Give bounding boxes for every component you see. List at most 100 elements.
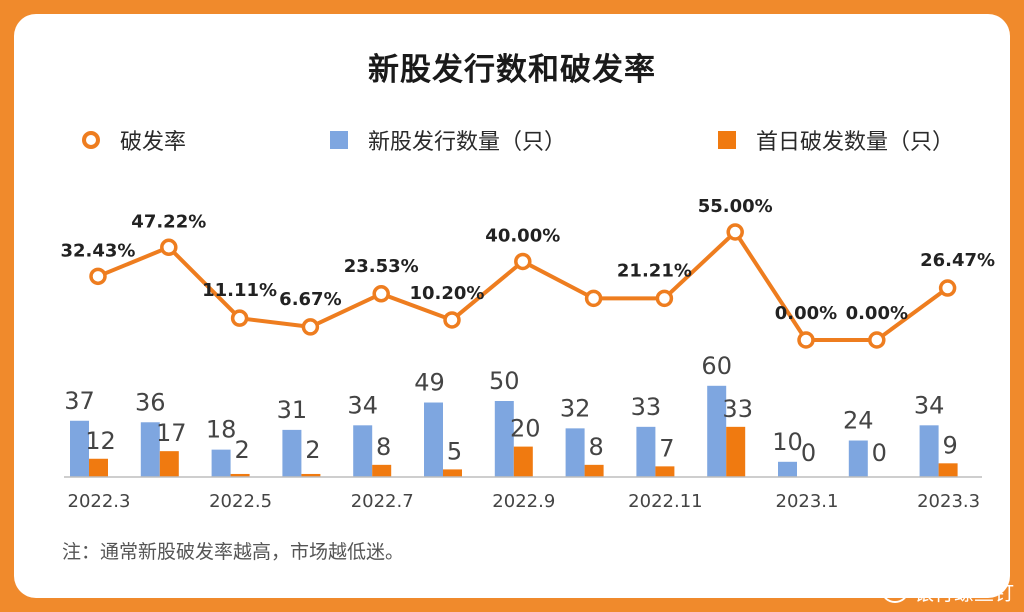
legend-label-rate: 破发率 — [120, 130, 187, 155]
rate-label: 0.00% — [775, 303, 837, 324]
legend-item-rate: 破发率 — [82, 124, 186, 156]
bar-broken — [655, 466, 675, 477]
bar-issued — [707, 385, 727, 477]
x-tick-label: 2022.5 — [209, 491, 272, 512]
x-tick-label: 2022.7 — [351, 491, 414, 512]
rate-point — [938, 279, 957, 297]
legend-label-broken: 首日破发数量（只） — [756, 130, 955, 155]
chart-card — [14, 14, 1010, 598]
bar-broken — [89, 458, 108, 477]
label-broken: 0 — [872, 439, 887, 467]
watermark-text: 银行螺丝钉 — [914, 581, 1014, 605]
rate-label: 32.43% — [61, 240, 136, 261]
x-tick-label: 2022.3 — [68, 491, 131, 512]
label-issued: 33 — [631, 393, 662, 421]
rate-point — [160, 238, 178, 257]
bar-broken — [584, 464, 604, 477]
rate-point — [584, 289, 603, 308]
label-issued: 34 — [914, 391, 945, 419]
label-broken: 17 — [156, 419, 187, 447]
label-issued: 50 — [489, 367, 520, 395]
label-broken: 9 — [942, 431, 957, 459]
bar-issued — [565, 428, 585, 477]
rate-label: 21.21% — [617, 260, 692, 281]
rate-point — [726, 223, 744, 241]
rate-label: 11.11% — [202, 280, 277, 301]
legend-item-issued: 新股发行数量（只） — [330, 124, 566, 156]
x-tick-label: 2023.1 — [776, 491, 839, 512]
bar-issued — [919, 425, 939, 477]
legend-item-broken: 首日破发数量（只） — [718, 124, 954, 156]
rate-point — [230, 309, 249, 327]
bar-issued — [70, 420, 89, 477]
bar-broken — [513, 446, 533, 477]
x-tick-label: 2022.9 — [492, 491, 555, 512]
bar-issued — [282, 429, 302, 477]
rate-label: 47.22% — [131, 211, 206, 232]
bar-broken — [938, 463, 958, 477]
label-broken: 0 — [801, 439, 816, 467]
bar-issued — [424, 402, 443, 477]
bar-issued — [211, 449, 231, 477]
label-issued: 10 — [772, 428, 803, 456]
label-issued: 18 — [206, 416, 237, 444]
label-broken: 20 — [510, 415, 541, 443]
bar-broken — [230, 473, 250, 477]
footnote: 注：通常新股破发率越高，市场越低迷。 — [62, 541, 405, 563]
legend-label-issued: 新股发行数量（只） — [368, 130, 567, 155]
rate-point — [868, 331, 886, 349]
label-issued: 31 — [277, 396, 308, 424]
label-issued: 60 — [701, 352, 732, 380]
rate-point — [514, 252, 532, 271]
label-broken: 8 — [588, 433, 603, 461]
rate-label: 6.67% — [279, 289, 341, 310]
rate-label: 23.53% — [344, 256, 419, 277]
label-issued: 24 — [843, 407, 874, 435]
label-broken: 8 — [376, 433, 391, 461]
bar-issued — [494, 401, 514, 477]
bar-issued — [778, 461, 797, 477]
rate-label: 0.00% — [846, 303, 908, 324]
label-broken: 5 — [447, 437, 462, 465]
label-broken: 7 — [659, 434, 674, 462]
rate-point — [797, 331, 815, 349]
rate-point — [89, 267, 107, 286]
rate-label: 55.00% — [698, 196, 773, 217]
title-wrap: 新股发行数和破发率 — [0, 44, 1024, 89]
bar-broken — [301, 473, 321, 477]
rate-point — [372, 285, 390, 303]
watermark: 银行螺丝钉 — [882, 577, 1014, 606]
rate-label: 26.47% — [920, 250, 995, 271]
label-issued: 36 — [135, 388, 166, 416]
bar-issued — [140, 422, 160, 477]
bar-broken — [443, 469, 462, 477]
bar-issued — [353, 425, 373, 477]
label-broken: 2 — [305, 436, 320, 464]
legend-marker-issued-icon — [330, 131, 348, 149]
legend-marker-broken-icon — [718, 131, 736, 149]
label-issued: 37 — [64, 387, 95, 415]
label-issued: 34 — [347, 391, 378, 419]
rate-point — [443, 311, 461, 329]
weibo-icon — [882, 580, 908, 603]
rate-point — [301, 318, 320, 336]
x-tick-label: 2022.11 — [628, 491, 702, 512]
bar-broken — [372, 464, 392, 477]
label-broken: 33 — [722, 395, 753, 423]
legend-marker-rate-icon — [82, 131, 100, 149]
bar-broken — [159, 451, 179, 477]
rate-label: 10.20% — [410, 283, 485, 304]
chart-title: 新股发行数和破发率 — [364, 44, 660, 89]
label-issued: 32 — [560, 394, 591, 422]
rate-label: 40.00% — [485, 225, 560, 246]
rate-point — [655, 289, 674, 308]
bar-broken — [726, 426, 746, 477]
label-broken: 2 — [234, 436, 249, 464]
legend: 破发率 新股发行数量（只） 首日破发数量（只） — [0, 124, 1024, 156]
x-tick-label: 2023.3 — [917, 491, 980, 512]
bar-issued — [848, 440, 868, 477]
bar-issued — [636, 426, 656, 477]
label-issued: 49 — [414, 369, 445, 397]
label-broken: 12 — [85, 427, 116, 455]
